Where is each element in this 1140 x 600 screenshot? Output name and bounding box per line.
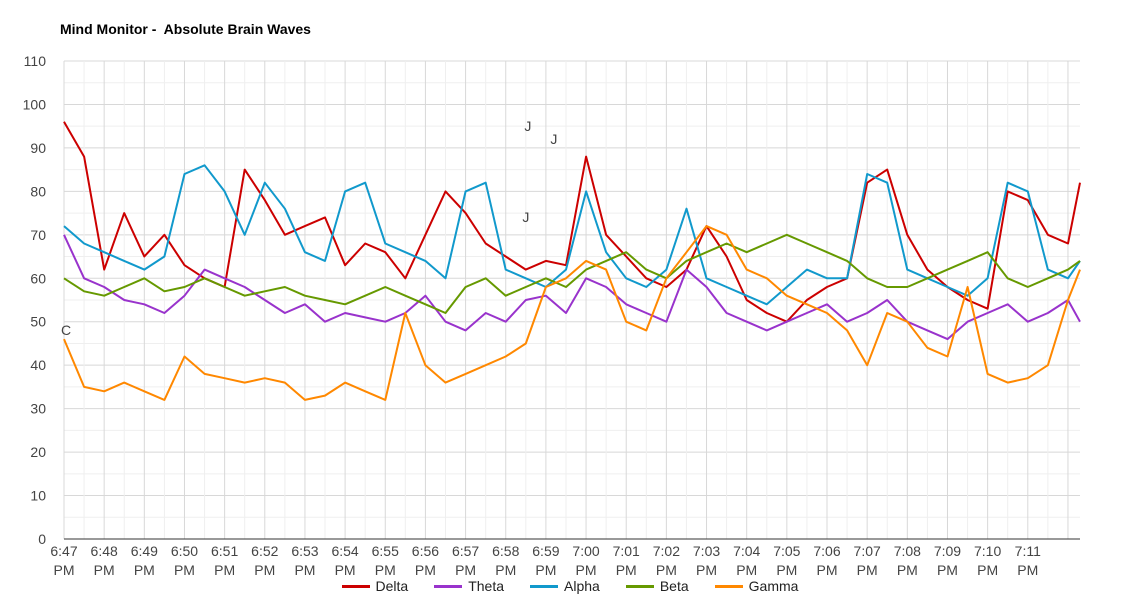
- y-tick-label: 0: [38, 531, 46, 547]
- x-tick-label: 6:48 PM: [91, 543, 118, 578]
- y-tick-label: 50: [30, 314, 46, 330]
- legend-label: Delta: [375, 578, 409, 594]
- annotation-label: J: [524, 118, 531, 134]
- annotation-label: C: [61, 322, 71, 338]
- series-line-delta: [63, 121, 1081, 323]
- x-tick-label: 7:09 PM: [934, 543, 961, 578]
- chart-title: Mind Monitor - Absolute Brain Waves: [60, 21, 311, 37]
- y-tick-label: 30: [30, 401, 46, 417]
- x-tick-label: 6:47 PM: [50, 543, 77, 578]
- legend-swatch: [341, 584, 370, 588]
- x-axis-tick-labels: 6:47 PM 6:48 PM 6:49 PM 6:50 PM 6:51 PM 6:52 PM 6:53…: [50, 543, 1041, 578]
- series-line-beta: [63, 233, 1081, 314]
- y-tick-label: 80: [30, 183, 46, 199]
- x-tick-label: 7:03 PM: [693, 543, 720, 578]
- series-line-theta: [63, 234, 1081, 341]
- series-lines: [63, 121, 1081, 401]
- x-tick-label: 7:01 PM: [613, 543, 640, 578]
- x-tick-label: 6:58 PM: [492, 543, 519, 578]
- legend-label: Beta: [659, 578, 689, 594]
- legend-item-delta[interactable]: Delta: [341, 578, 409, 594]
- x-tick-label: 6:51 PM: [211, 543, 238, 578]
- legend-swatch: [625, 584, 654, 588]
- y-tick-label: 10: [30, 488, 46, 504]
- legend-label: Theta: [468, 578, 505, 594]
- series-line-alpha: [63, 164, 1081, 306]
- grid-lines: [63, 60, 1080, 540]
- x-tick-label: 6:57 PM: [452, 543, 479, 578]
- legend-swatch: [714, 584, 743, 588]
- y-axis-tick-labels: 0 10 20 30 40 50 60 70 80 90 100 110: [23, 53, 47, 547]
- y-tick-label: 20: [30, 444, 46, 460]
- series-line-gamma: [63, 225, 1081, 401]
- x-tick-label: 6:55 PM: [372, 543, 399, 578]
- x-tick-label: 7:06 PM: [813, 543, 840, 578]
- x-tick-label: 7:05 PM: [773, 543, 800, 578]
- x-tick-label: 7:10 PM: [974, 543, 1001, 578]
- x-tick-label: 7:02 PM: [653, 543, 680, 578]
- legend-label: Alpha: [564, 578, 600, 594]
- y-tick-label: 100: [23, 96, 47, 112]
- x-tick-label: 6:54 PM: [331, 543, 358, 578]
- y-tick-label: 40: [30, 357, 46, 373]
- x-tick-label: 7:08 PM: [894, 543, 921, 578]
- legend: Delta Theta Alpha Beta Gamma: [0, 578, 1140, 594]
- legend-item-beta[interactable]: Beta: [625, 578, 689, 594]
- x-tick-label: 6:50 PM: [171, 543, 198, 578]
- legend-swatch: [530, 584, 559, 588]
- x-tick-label: 6:49 PM: [131, 543, 158, 578]
- y-tick-label: 90: [30, 140, 46, 156]
- legend-item-theta[interactable]: Theta: [434, 578, 504, 594]
- x-tick-label: 6:56 PM: [412, 543, 439, 578]
- legend-label: Gamma: [748, 578, 799, 594]
- annotation-label: J: [522, 209, 529, 225]
- y-tick-label: 60: [30, 270, 46, 286]
- x-tick-label: 6:53 PM: [291, 543, 318, 578]
- x-tick-label: 6:59 PM: [532, 543, 559, 578]
- x-tick-label: 7:04 PM: [733, 543, 760, 578]
- y-tick-label: 70: [30, 227, 46, 243]
- x-tick-label: 6:52 PM: [251, 543, 278, 578]
- annotation-label: J: [550, 131, 557, 147]
- x-tick-label: 7:07 PM: [854, 543, 881, 578]
- annotations: C J J J: [61, 118, 557, 338]
- legend-item-gamma[interactable]: Gamma: [714, 578, 799, 594]
- y-tick-label: 110: [24, 53, 47, 69]
- legend-item-alpha[interactable]: Alpha: [530, 578, 600, 594]
- x-tick-label: 7:00 PM: [572, 543, 599, 578]
- legend-swatch: [434, 584, 463, 588]
- x-tick-label: 7:11 PM: [1015, 543, 1041, 578]
